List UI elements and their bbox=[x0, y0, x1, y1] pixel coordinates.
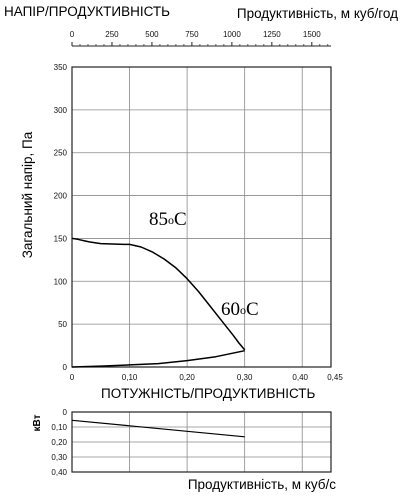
main-plot-frame bbox=[71, 66, 332, 368]
x-tick-label: 0,30 bbox=[237, 373, 253, 382]
annotation-60c: 60oC bbox=[221, 299, 259, 320]
y-tick-label: 200 bbox=[54, 192, 68, 201]
top-axis-tick-label: 1500 bbox=[303, 30, 321, 39]
power-curve bbox=[71, 419, 245, 438]
main-series bbox=[71, 237, 246, 368]
top-axis-tick-label: 750 bbox=[185, 30, 199, 39]
top-axis: 0 250 500 750 1000 1250 1500 bbox=[70, 30, 331, 47]
power-grid bbox=[71, 411, 332, 473]
top-axis-tick-label: 500 bbox=[145, 30, 159, 39]
y-tick-label: 100 bbox=[54, 277, 68, 286]
x-axis-title: Продуктивність, м куб/с bbox=[188, 477, 336, 492]
x-tick-label: 0,20 bbox=[179, 373, 195, 382]
y-tick-label: 50 bbox=[58, 320, 67, 329]
annotation-85c-unit: C bbox=[174, 209, 187, 230]
y-tick-label: 250 bbox=[54, 149, 68, 158]
power-y-tick-label: 0 bbox=[63, 408, 68, 417]
annotation-60c-unit: C bbox=[246, 299, 259, 320]
y-tick-label: 0 bbox=[63, 363, 68, 372]
power-tick-labels: 0 0,10 0,20 0,30 0,40 bbox=[51, 408, 67, 477]
pressure-curve bbox=[71, 237, 246, 351]
x-tick-label: 0 bbox=[70, 373, 75, 382]
y-tick-label: 350 bbox=[54, 63, 68, 72]
y-axis-title: Загальний напір, Па bbox=[20, 131, 35, 258]
annotation-60c-degree: o bbox=[240, 303, 246, 317]
x-tick-label: 0,10 bbox=[122, 373, 138, 382]
main-grid bbox=[71, 66, 332, 368]
power-y-tick-label: 0,40 bbox=[51, 468, 67, 477]
power-section-title: ПОТУЖНІСТЬ/ПРОДУКТИВНІСТЬ bbox=[101, 386, 315, 401]
power-y-tick-label: 0,30 bbox=[51, 453, 67, 462]
annotation-85c: 85oC bbox=[149, 209, 187, 230]
top-axis-tick-label: 1250 bbox=[263, 30, 281, 39]
power-series bbox=[71, 419, 245, 438]
y-tick-label: 150 bbox=[54, 234, 68, 243]
power-curve-on-head-axes bbox=[71, 349, 245, 368]
y-tick-label: 300 bbox=[54, 106, 68, 115]
power-y-axis-title: кВт bbox=[32, 414, 43, 431]
x-tick-label: 0,40 bbox=[292, 373, 308, 382]
top-axis-tick-label: 0 bbox=[70, 30, 75, 39]
annotation-60c-value: 60 bbox=[221, 299, 240, 320]
annotation-85c-value: 85 bbox=[149, 209, 168, 230]
power-y-tick-label: 0,10 bbox=[51, 423, 67, 432]
annotation-85c-degree: o bbox=[168, 213, 174, 227]
chart-title: НАПІР/ПРОДУКТИВНІСТЬ bbox=[4, 4, 170, 19]
top-axis-tick-label: 250 bbox=[105, 30, 119, 39]
power-plot-frame bbox=[71, 411, 332, 473]
power-y-tick-label: 0,20 bbox=[51, 438, 67, 447]
top-axis-tick-label: 1000 bbox=[223, 30, 241, 39]
main-tick-labels: 0 50 100 150 200 250 300 350 0 0,10 0,20 0,30 0,40 0,… bbox=[54, 63, 344, 382]
top-axis-title: Продуктивність, м куб/год bbox=[237, 6, 398, 21]
x-tick-label: 0,45 bbox=[327, 373, 343, 382]
